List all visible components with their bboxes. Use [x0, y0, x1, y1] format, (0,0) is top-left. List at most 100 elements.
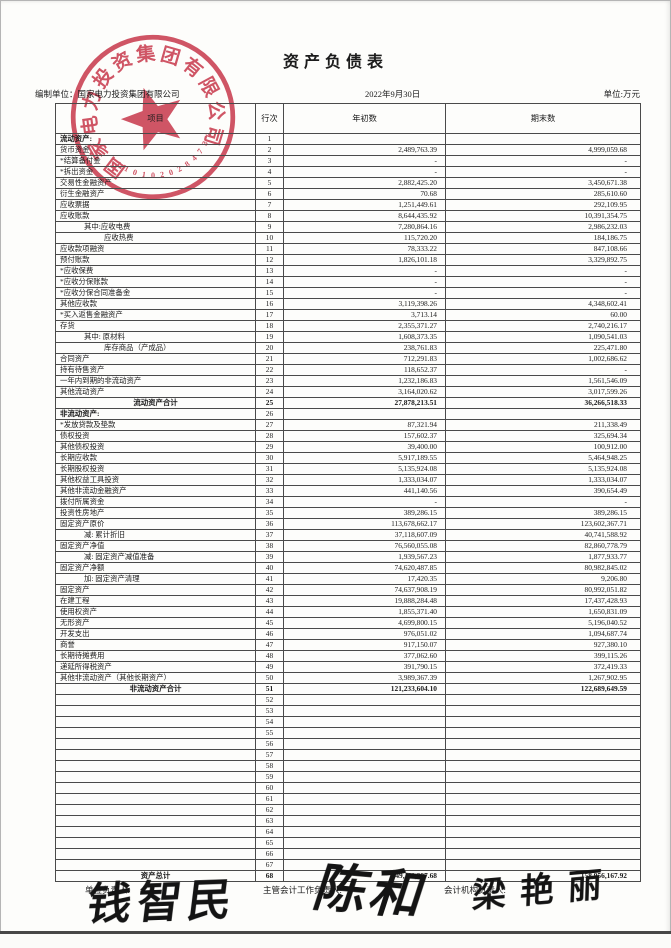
end-of-period-value: 60.00 — [445, 309, 641, 321]
table-body: 流动资产: 1 货币资金 2 2,489,763.39 4,999,059.68 *结算备付… — [55, 133, 641, 882]
begin-of-year-value: 39,400.00 — [283, 441, 446, 453]
item-label: 其中:应收电费 — [55, 221, 256, 233]
item-label: *拆出资金 — [55, 166, 256, 178]
line-number: 52 — [255, 694, 284, 706]
item-label: 减: 固定资产减值准备 — [55, 551, 256, 563]
item-label — [55, 771, 256, 783]
table-row: 其他权益工具投资 32 1,333,034.07 1,333,034.07 — [55, 474, 641, 486]
begin-of-year-value — [283, 705, 446, 717]
end-of-period-value: - — [445, 155, 641, 167]
item-label: 其他非流动金融资产 — [55, 485, 256, 497]
end-of-period-value: 211,338.49 — [445, 419, 641, 431]
item-label — [55, 815, 256, 827]
line-number: 21 — [255, 353, 284, 365]
table-row: 应收热费 10 115,720.20 184,186.75 — [55, 232, 641, 244]
table-row: 其他流动资产 24 3,164,020.62 3,017,599.26 — [55, 386, 641, 398]
line-number: 2 — [255, 144, 284, 156]
table-row: 其中: 原材料 19 1,608,373.35 1,090,541.03 — [55, 331, 641, 343]
end-of-period-value — [445, 815, 641, 827]
end-of-period-value: 5,464,948.25 — [445, 452, 641, 464]
item-label: 加: 固定资产清理 — [55, 573, 256, 585]
item-label: 一年内到期的非流动资产 — [55, 375, 256, 387]
table-row: 58 — [55, 760, 641, 772]
end-of-period-value: 390,654.49 — [445, 485, 641, 497]
item-label — [55, 782, 256, 794]
begin-of-year-value — [283, 716, 446, 728]
table-row: 长期股权投资 31 5,135,924.08 5,135,924.08 — [55, 463, 641, 475]
line-number: 53 — [255, 705, 284, 717]
line-number: 37 — [255, 529, 284, 541]
begin-of-year-value: 917,150.07 — [283, 639, 446, 651]
begin-of-year-value: 1,608,373.35 — [283, 331, 446, 343]
table-row: 非流动资产: 26 — [55, 408, 641, 420]
line-number: 40 — [255, 562, 284, 574]
line-number: 63 — [255, 815, 284, 827]
item-label: 使用权资产 — [55, 606, 256, 618]
end-of-period-value: - — [445, 287, 641, 299]
end-of-period-value — [445, 848, 641, 860]
begin-of-year-value: 115,720.20 — [283, 232, 446, 244]
table-row: 54 — [55, 716, 641, 728]
item-label: 其他流动资产 — [55, 386, 256, 398]
table-row: 拨付所属资金 34- - — [55, 496, 641, 508]
end-of-period-value: 40,741,588.92 — [445, 529, 641, 541]
item-label: 债权投资 — [55, 430, 256, 442]
item-label: 开发支出 — [55, 628, 256, 640]
end-of-period-value: 372,419.33 — [445, 661, 641, 673]
prepared-by-label: 编制单位：国家电力投资集团有限公司 — [35, 89, 180, 99]
begin-of-year-value: 1,251,449.61 — [283, 199, 446, 211]
begin-of-year-value — [283, 760, 446, 772]
table-row: 长期待摊费用 48 377,062.60 399,115.26 — [55, 650, 641, 662]
begin-of-year-value: 113,678,662.17 — [283, 518, 446, 530]
begin-of-year-value: - — [283, 276, 446, 288]
item-label: 商誉 — [55, 639, 256, 651]
item-label: 递延所得税资产 — [55, 661, 256, 673]
end-of-period-value: 3,017,599.26 — [445, 386, 641, 398]
item-label: 资产总计 — [55, 870, 256, 882]
item-label: 非流动资产合计 — [55, 683, 256, 695]
item-label — [55, 705, 256, 717]
line-number: 33 — [255, 485, 284, 497]
table-row: *结算备付金 3- - — [55, 155, 641, 167]
line-number: 19 — [255, 331, 284, 343]
line-number: 1 — [255, 133, 284, 145]
begin-of-year-value — [283, 694, 446, 706]
svg-text:集: 集 — [134, 41, 158, 66]
end-of-period-value: 4,348,602.41 — [445, 298, 641, 310]
column-header: 年初数 — [283, 103, 446, 134]
begin-of-year-value: 976,051.02 — [283, 628, 446, 640]
begin-of-year-value — [283, 793, 446, 805]
table-row: 其他非流动资产（其他长期资产） 50 3,989,367.39 1,267,902.9… — [55, 672, 641, 684]
end-of-period-value: 5,135,924.08 — [445, 463, 641, 475]
line-number: 28 — [255, 430, 284, 442]
end-of-period-value: 5,196,040.52 — [445, 617, 641, 629]
table-row: 减: 累计折旧 37 37,118,607.09 40,741,588.92 — [55, 529, 641, 541]
line-number: 56 — [255, 738, 284, 750]
end-of-period-value: 1,333,034.07 — [445, 474, 641, 486]
line-number: 51 — [255, 683, 284, 695]
line-number: 7 — [255, 199, 284, 211]
begin-of-year-value: 377,062.60 — [283, 650, 446, 662]
end-of-period-value: 122,689,649.59 — [445, 683, 641, 695]
end-of-period-value: 1,561,546.09 — [445, 375, 641, 387]
table-row: 固定资产净值 38 76,560,055.08 82,860,778.79 — [55, 540, 641, 552]
end-of-period-value: 1,877,933.77 — [445, 551, 641, 563]
end-of-period-value: 158,956,167.92 — [445, 870, 641, 882]
line-number: 65 — [255, 837, 284, 849]
item-label: 货币资金 — [55, 144, 256, 156]
item-label: 其他非流动资产（其他长期资产） — [55, 672, 256, 684]
end-of-period-value — [445, 727, 641, 739]
end-of-period-value — [445, 760, 641, 772]
line-number: 30 — [255, 452, 284, 464]
line-number: 4 — [255, 166, 284, 178]
end-of-period-value — [445, 705, 641, 717]
begin-of-year-value — [283, 408, 446, 420]
item-label — [55, 716, 256, 728]
line-number: 17 — [255, 309, 284, 321]
item-label: 非流动资产: — [55, 408, 256, 420]
end-of-period-value — [445, 408, 641, 420]
table-row: *拆出资金 4- - — [55, 166, 641, 178]
end-of-period-value — [445, 782, 641, 794]
begin-of-year-value: 149,111,897.68 — [283, 870, 446, 882]
item-label — [55, 859, 256, 871]
